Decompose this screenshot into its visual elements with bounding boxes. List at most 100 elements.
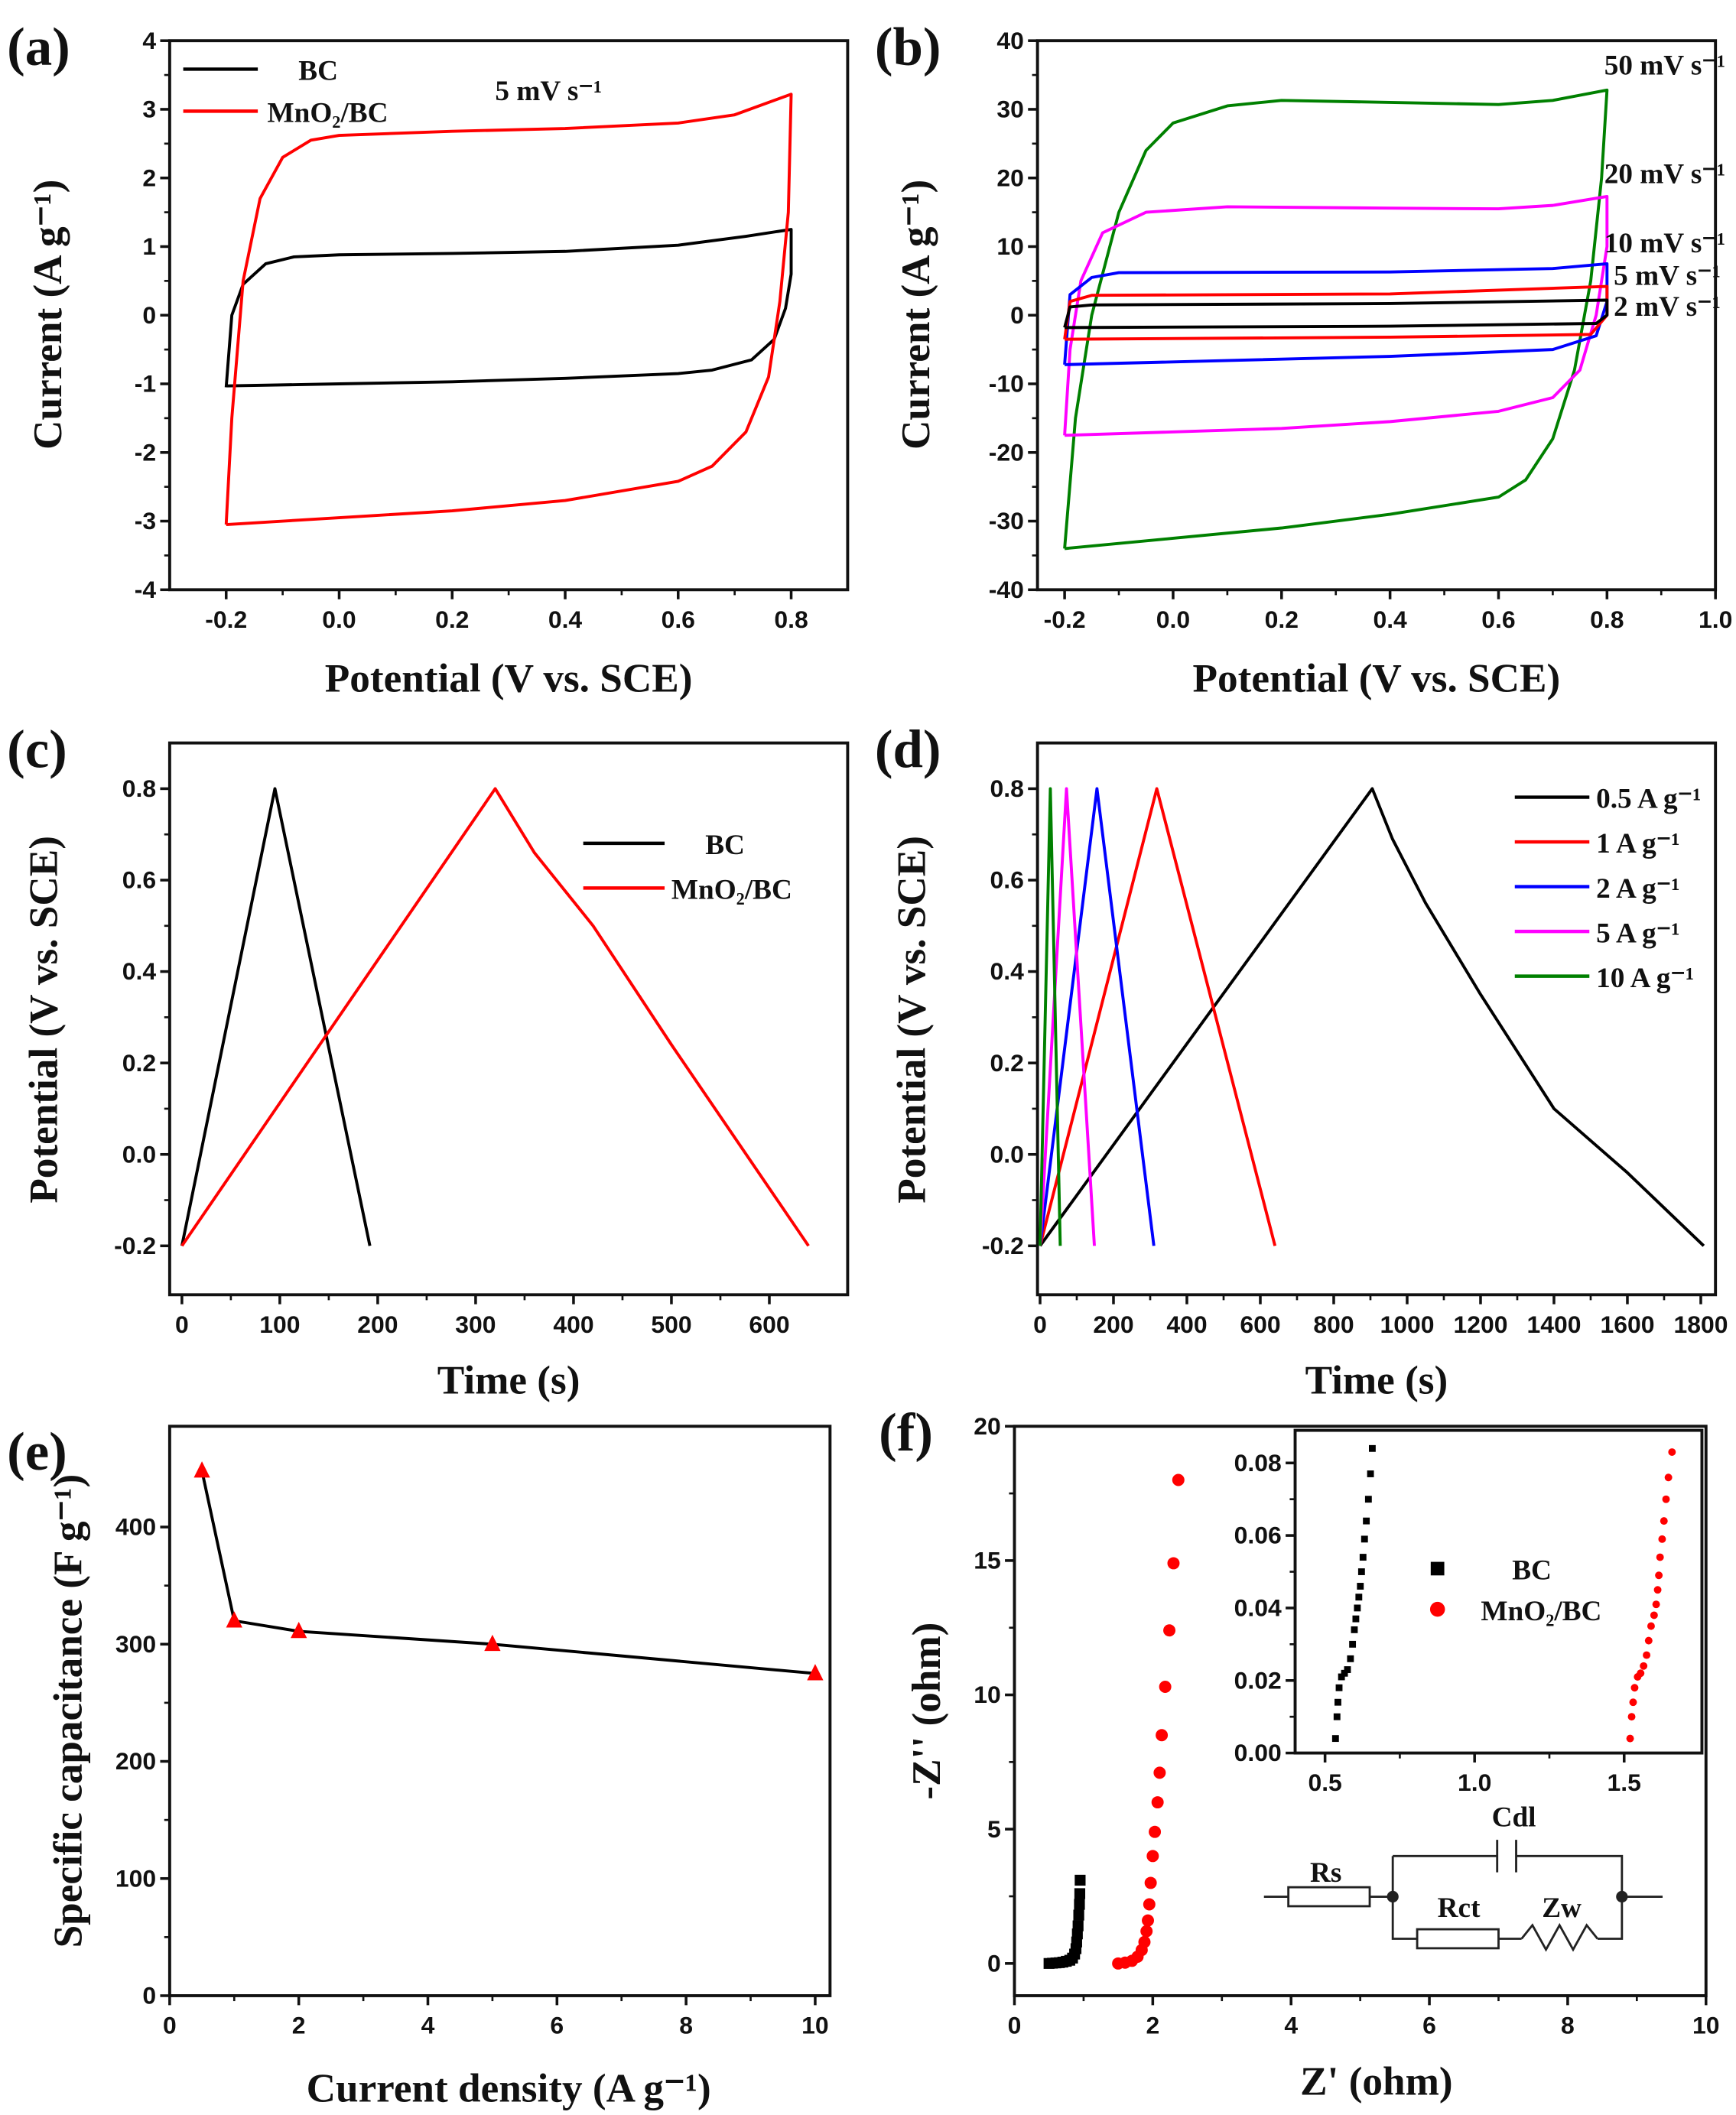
inset-circle-marker	[1655, 1571, 1663, 1580]
panel-f-xlabel: Z' (ohm)	[1300, 2058, 1452, 2104]
inset-axes: 0.5 1.0 1.5 0.00 0.02 0.04 0.06 0.08	[1234, 1428, 1704, 1796]
panel-e-triangle-marker	[193, 1461, 210, 1478]
panel-c-ytick-label: 0.6	[122, 866, 156, 894]
inset-circle-marker	[1653, 1586, 1662, 1594]
inset-series-BC	[1331, 1444, 1376, 1743]
panel-c-ytick-label: 0.8	[122, 775, 156, 802]
inset-circle-marker	[1656, 1553, 1664, 1561]
panel-c-ytick-label: 0.0	[122, 1140, 156, 1168]
inset-square-marker	[1335, 1698, 1341, 1706]
inset-circle-marker	[1637, 1669, 1645, 1678]
panel-f-circle-marker	[1151, 1796, 1164, 1809]
panel-a-xlabel: Potential (V vs. SCE)	[325, 655, 693, 700]
panel-c-axes: 0 100 200 300 400 500 600 -0.2 0.0 0.2 0.4 0.6 0.8	[114, 741, 850, 1338]
inset-square-marker	[1367, 1470, 1374, 1477]
panel-f-axes: 0 2 4 6 8 10 0 5 10 15 20	[974, 1412, 1719, 2039]
panel-b-series-line	[1063, 298, 1609, 330]
legend-label-c: BC	[705, 830, 745, 861]
panel-e-triangle-marker	[291, 1622, 307, 1639]
panel-b-series-line	[1063, 88, 1609, 551]
panel-d-ylabel: Potential (V vs. SCE)	[889, 836, 934, 1204]
inset-ytick-label: 0.04	[1234, 1594, 1282, 1622]
panel-a-series-line	[224, 93, 793, 526]
resistor-rs	[1287, 1886, 1371, 1908]
panel-b-ytick-label: -30	[989, 507, 1024, 534]
inset-circle-marker	[1643, 1651, 1651, 1659]
panel-d-series-line	[1039, 787, 1705, 1247]
inset-circle-marker	[1640, 1662, 1648, 1670]
panel-b-axes: -0.2 0.0 0.2 0.4 0.6 0.8 1.0 -40 -30 -20 -10 0 10 20 3…	[989, 27, 1733, 633]
panel-d-series-10 A g⁻¹	[1039, 787, 1062, 1246]
panel-b-series-50 mV s⁻¹	[1063, 88, 1609, 551]
panel-d-ytick-label: 0.4	[990, 957, 1025, 985]
inset-square-marker	[1354, 1604, 1361, 1612]
inset-circle-marker	[1660, 1517, 1668, 1525]
legend-label-d: 2 A g⁻¹	[1596, 873, 1679, 905]
inset-circle-marker	[1662, 1495, 1670, 1503]
panel-f-xtick-label: 6	[1422, 2012, 1436, 2039]
panel-b-series-line	[1063, 284, 1609, 341]
panel-e-xtick-label: 8	[679, 2012, 693, 2039]
panel-c-xtick-label: 500	[651, 1311, 691, 1338]
panel-c-series-BC	[180, 787, 372, 1246]
inset-circle-marker	[1630, 1684, 1639, 1692]
panel-a-xtick-label: 0.6	[662, 606, 695, 633]
inset-circle-marker	[1644, 1636, 1653, 1645]
legend-label-d: 5 A g⁻¹	[1596, 918, 1679, 949]
panel-a-ytick-label: -3	[135, 507, 156, 534]
panel-c-xtick-label: 300	[455, 1311, 496, 1338]
panel-d-ytick-label: -0.2	[982, 1232, 1024, 1259]
panel-e-ytick-label: 400	[115, 1513, 156, 1541]
panel-c-xtick-label: 400	[553, 1311, 593, 1338]
inset-square-marker	[1349, 1640, 1357, 1648]
panel-d-series-line	[1039, 787, 1062, 1246]
panel-f-circle-marker	[1156, 1729, 1169, 1742]
panel-f-circle-marker	[1140, 1925, 1153, 1938]
panel-d-axes: 0 200 400 600 800 1000 1200 1400 1600 1800 -0.2 0.0…	[982, 741, 1728, 1338]
inset-circle-marker	[1650, 1611, 1658, 1620]
panel-f-xtick-label: 0	[1008, 2012, 1022, 2039]
panel-b-series-20 mV s⁻¹	[1063, 195, 1609, 437]
panel-e-label: (e)	[7, 1422, 67, 1482]
inset-xtick-label: 0.5	[1308, 1769, 1341, 1796]
panel-d-xtick-label: 600	[1240, 1311, 1280, 1338]
inset-circle-marker	[1626, 1734, 1634, 1743]
panel-b-xtick-label: -0.2	[1044, 606, 1086, 633]
panel-d-xtick-label: 1000	[1380, 1311, 1434, 1338]
legend-label-a: MnO₂/BC	[268, 98, 388, 129]
panel-d-xtick-label: 1400	[1526, 1311, 1581, 1338]
panel-b-xtick-label: 0.2	[1265, 606, 1299, 633]
panel-d-series-line	[1039, 787, 1277, 1246]
panel-c-xtick-label: 100	[259, 1311, 300, 1338]
panel-a-xtick-label: 0.2	[435, 606, 469, 633]
panel-c-ytick-label: 0.4	[122, 957, 157, 985]
panel-a-ytick-label: 3	[142, 96, 156, 123]
inset-circle-marker	[1668, 1448, 1676, 1457]
panel-b-ytick-label: 10	[996, 232, 1023, 260]
panel-b-xtick-label: 0.6	[1481, 606, 1515, 633]
capacitor-cdl	[1496, 1840, 1517, 1873]
panel-f-ytick-label: 10	[974, 1681, 1001, 1708]
panel-a-ytick-label: 0	[142, 301, 156, 329]
panel-d-xtick-label: 1800	[1673, 1311, 1728, 1338]
panel-f-circle-marker	[1146, 1850, 1159, 1863]
panel-f-xtick-label: 10	[1692, 2012, 1720, 2039]
panel-f-circle-marker	[1142, 1914, 1154, 1927]
inset-square-marker	[1331, 1735, 1339, 1743]
inset-legend-square-icon	[1430, 1561, 1445, 1576]
panel-f-xtick-label: 8	[1561, 2012, 1575, 2039]
inset-square-marker	[1335, 1684, 1343, 1691]
panel-e-ytick-label: 300	[115, 1630, 156, 1658]
panel-e-xtick-label: 0	[163, 2012, 177, 2039]
annotation-b-2: 10 mV s⁻¹	[1604, 228, 1725, 259]
panel-f-ytick-label: 5	[987, 1815, 1001, 1843]
panel-b-ytick-label: -10	[989, 370, 1024, 398]
panel-e-ytick-label: 0	[142, 1982, 156, 2009]
annotation-b-0: 50 mV s⁻¹	[1604, 50, 1725, 82]
panel-c-xtick-label: 600	[749, 1311, 789, 1338]
panel-f-circle-marker	[1163, 1624, 1176, 1637]
circuit-label-cdl: Cdl	[1492, 1801, 1536, 1833]
panel-b-xlabel: Potential (V vs. SCE)	[1193, 655, 1561, 700]
panel-e-triangle-marker	[484, 1634, 501, 1652]
